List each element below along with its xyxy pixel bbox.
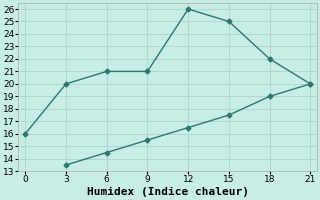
X-axis label: Humidex (Indice chaleur): Humidex (Indice chaleur) <box>87 187 249 197</box>
